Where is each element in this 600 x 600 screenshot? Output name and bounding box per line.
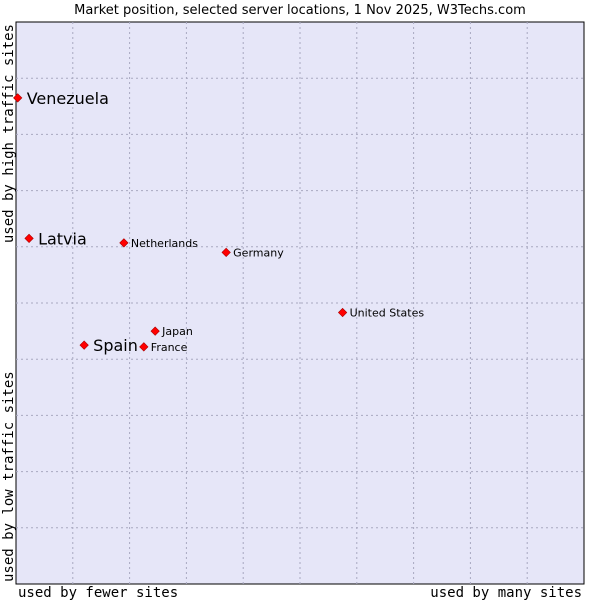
point-label-united-states: United States [350, 307, 425, 320]
point-marker-united-states [337, 307, 348, 318]
x-axis-label-high: used by many sites [430, 585, 582, 600]
y-axis-label-high: used by high traffic sites [1, 24, 17, 243]
point-marker-japan [150, 326, 160, 336]
point-marker-latvia [24, 233, 34, 243]
point-marker-spain [79, 340, 89, 350]
y-axis-label-low: used by low traffic sites [1, 371, 17, 582]
point-marker-netherlands [119, 238, 129, 248]
point-label-netherlands: Netherlands [131, 237, 198, 250]
point-marker-venezuela [13, 93, 23, 103]
point-marker-france [139, 342, 149, 352]
point-label-venezuela: Venezuela [27, 89, 109, 108]
grid-lines [16, 22, 584, 584]
x-axis-label-low: used by fewer sites [18, 585, 178, 600]
data-points: Venezuela Latvia Netherlands Germany United … [13, 89, 425, 355]
chart-title: Market position, selected server locatio… [74, 3, 526, 18]
point-label-latvia: Latvia [38, 229, 87, 248]
point-label-germany: Germany [233, 246, 284, 259]
point-label-japan: Japan [161, 325, 193, 338]
point-label-france: France [151, 341, 188, 354]
point-label-spain: Spain [93, 336, 138, 355]
point-marker-germany [221, 247, 231, 258]
